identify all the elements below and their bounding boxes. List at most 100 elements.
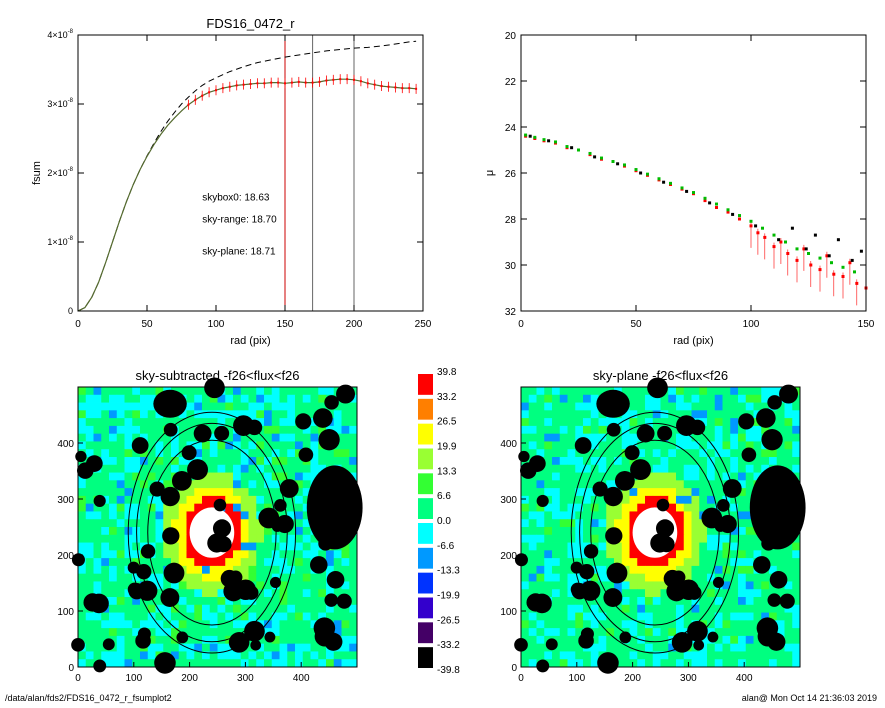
image-pixel [683, 488, 692, 497]
data-point [841, 265, 845, 269]
mask-blob [75, 450, 87, 463]
image-pixel [155, 573, 164, 582]
image-pixel [792, 565, 801, 575]
image-pixel [147, 410, 156, 419]
image-pixel [559, 480, 568, 489]
image-pixel [186, 457, 195, 466]
image-pixel [714, 651, 723, 660]
data-point [804, 247, 808, 251]
data-point [366, 82, 369, 85]
image-pixel [341, 573, 350, 582]
image-pixel [590, 573, 599, 582]
image-pixel [606, 511, 615, 520]
image-pixel [279, 589, 288, 598]
data-point [611, 160, 615, 163]
image-pixel [575, 659, 584, 668]
image-pixel [78, 534, 87, 543]
image-pixel [279, 558, 288, 567]
image-pixel [730, 620, 739, 629]
mask-blob [212, 519, 232, 538]
colorbar-label: -13.3 [437, 566, 460, 577]
image-pixel [776, 449, 785, 458]
image-pixel [575, 394, 584, 403]
image-pixel [707, 418, 716, 427]
image-pixel [745, 573, 754, 582]
image-pixel [536, 527, 545, 536]
image-pixel [552, 635, 561, 645]
image-pixel [637, 410, 646, 419]
image-pixel [676, 433, 685, 442]
image-pixel [614, 612, 623, 621]
image-pixel [722, 464, 731, 473]
image-pixel [745, 565, 754, 575]
image-pixel [140, 418, 149, 427]
image-pixel [202, 628, 211, 637]
image-pixel [753, 612, 762, 621]
image-pixel [722, 418, 731, 427]
image-pixel [279, 597, 288, 606]
image-pixel [707, 394, 716, 403]
image-pixel [295, 511, 304, 520]
image-pixel [792, 402, 801, 411]
image-pixel [559, 394, 568, 403]
image-pixel [575, 651, 584, 660]
image-pixel [178, 457, 187, 466]
image-pixel [536, 394, 545, 403]
image-pixel [279, 441, 288, 450]
image-pixel [792, 597, 801, 606]
image-pixel [730, 635, 739, 645]
image-pixel [116, 464, 125, 473]
image-pixel [722, 659, 731, 668]
image-pixel [652, 589, 661, 598]
image-pixel [621, 495, 630, 505]
image-pixel [302, 464, 311, 473]
image-pixel [217, 643, 226, 652]
image-pixel [699, 433, 708, 442]
image-pixel [722, 565, 731, 575]
image-pixel [645, 643, 654, 652]
image-pixel [784, 565, 793, 575]
image-pixel [707, 581, 716, 590]
legend-annotation: sky-range: 18.70 [202, 215, 277, 226]
image-pixel [333, 402, 342, 411]
image-pixel [318, 573, 327, 582]
image-pixel [761, 402, 770, 411]
x-tick-label: 50 [141, 319, 153, 330]
image-pixel [264, 488, 273, 497]
image-pixel [567, 635, 576, 645]
image-pixel [194, 550, 203, 559]
image-pixel [629, 387, 638, 396]
image-pixel [101, 581, 110, 590]
image-pixel [132, 643, 141, 652]
y-tick-label: 4×10-8 [47, 29, 73, 40]
image-pixel [699, 402, 708, 411]
image-pixel [575, 449, 584, 458]
image-pixel [552, 542, 561, 551]
image-pixel [629, 418, 638, 427]
image-pixel [590, 441, 599, 450]
x-tick-label: 100 [208, 319, 225, 330]
mask-blob [140, 544, 156, 559]
image-pixel [271, 441, 280, 450]
image-pixel [668, 402, 677, 411]
image-pixel [645, 457, 654, 466]
mask-blob [235, 579, 256, 600]
image-pixel [132, 612, 141, 621]
image-pixel [575, 604, 584, 613]
image-pixel [116, 511, 125, 520]
y-tick-label: 300 [57, 495, 74, 506]
image-pixel [792, 418, 801, 427]
image-pixel [132, 558, 141, 567]
image-pixel [264, 612, 273, 621]
image-pixel [147, 573, 156, 582]
image-pixel [629, 503, 638, 512]
image-pixel [776, 410, 785, 419]
image-pixel [295, 527, 304, 536]
image-pixel [552, 441, 561, 450]
image-pixel [341, 565, 350, 575]
image-pixel [730, 558, 739, 567]
image-pixel [287, 425, 296, 435]
image-pixel [186, 387, 195, 396]
series-line-dashed [77, 40, 417, 312]
image-pixel [738, 464, 747, 473]
